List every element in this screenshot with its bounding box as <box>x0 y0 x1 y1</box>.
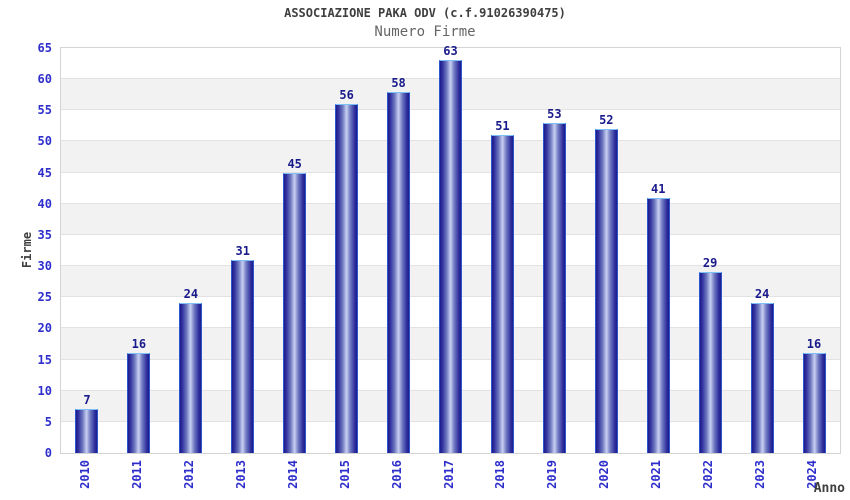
chart-subtitle: Numero Firme <box>374 24 476 40</box>
y-tick-label: 0 <box>44 446 52 460</box>
x-tick-label: 2011 <box>129 460 144 489</box>
bar-2017 <box>439 60 462 453</box>
x-tick-label: 2021 <box>649 460 664 489</box>
bar-2010 <box>75 409 99 453</box>
y-tick-label: 45 <box>37 165 52 180</box>
y-tick-label: 50 <box>37 134 52 149</box>
bar-2015 <box>335 104 359 453</box>
bar-2024 <box>802 353 826 453</box>
bar-2019 <box>542 122 566 453</box>
bar-2018 <box>490 135 514 453</box>
bar-2012 <box>179 303 203 453</box>
bar-2020 <box>594 129 618 453</box>
x-tick-label: 2017 <box>441 460 456 489</box>
bar-2016 <box>387 91 411 453</box>
y-tick-label: 40 <box>37 196 52 211</box>
plot-area: 7 16 24 31 45 56 58 63 51 53 52 41 29 24 16 <box>60 44 841 454</box>
x-tick-label: 2014 <box>285 460 300 489</box>
bar-value-label: 58 <box>391 75 406 90</box>
x-tick-label: 2019 <box>545 460 560 489</box>
x-tick-label: 2022 <box>701 460 716 489</box>
bar-value-label: 51 <box>495 119 510 134</box>
x-tick-label: 2020 <box>597 460 612 489</box>
y-tick-label: 20 <box>37 321 52 336</box>
y-tick-label: 30 <box>37 259 52 274</box>
y-tick-label: 55 <box>37 103 52 118</box>
bar-2022 <box>698 272 722 453</box>
x-tick-label: 2015 <box>337 460 352 489</box>
y-tick-label: 5 <box>44 414 52 429</box>
bar-2011 <box>127 353 151 453</box>
bar-value-label: 53 <box>547 106 562 121</box>
x-tick-label: 2010 <box>77 460 92 489</box>
bar-value-label: 41 <box>650 181 666 196</box>
x-axis-label: Anno <box>813 481 845 496</box>
y-tick-label: 60 <box>37 72 52 87</box>
bar-value-label: 52 <box>599 113 614 127</box>
y-tick-label: 65 <box>37 41 52 55</box>
x-tick-label: 2016 <box>389 460 404 489</box>
bar-value-label: 24 <box>183 287 199 302</box>
bar-value-label: 45 <box>287 156 302 171</box>
bar-value-label: 7 <box>83 393 91 408</box>
y-tick-label: 35 <box>37 227 52 242</box>
bar-value-label: 16 <box>806 337 822 352</box>
y-tick-label: 15 <box>37 352 52 367</box>
y-tick-label: 10 <box>37 383 52 398</box>
x-tick-label: 2023 <box>753 460 768 489</box>
bar-value-label: 29 <box>702 256 718 271</box>
bar-2021 <box>646 197 670 453</box>
bar-value-label: 56 <box>339 88 354 103</box>
x-tick-label: 2018 <box>493 460 508 489</box>
bar-value-label: 31 <box>235 243 250 258</box>
x-tick-label: 2012 <box>181 460 196 489</box>
bar-value-label: 16 <box>131 337 147 352</box>
chart-title: ASSOCIAZIONE PAKA ODV (c.f.91026390475) <box>284 6 566 20</box>
bar-2023 <box>750 303 774 453</box>
bar-2013 <box>231 259 255 453</box>
bar-value-label: 63 <box>443 44 458 59</box>
bar-value-label: 24 <box>754 287 770 302</box>
y-tick-label: 25 <box>37 290 52 305</box>
bar-2014 <box>283 172 307 453</box>
x-tick-label: 2013 <box>233 460 248 489</box>
